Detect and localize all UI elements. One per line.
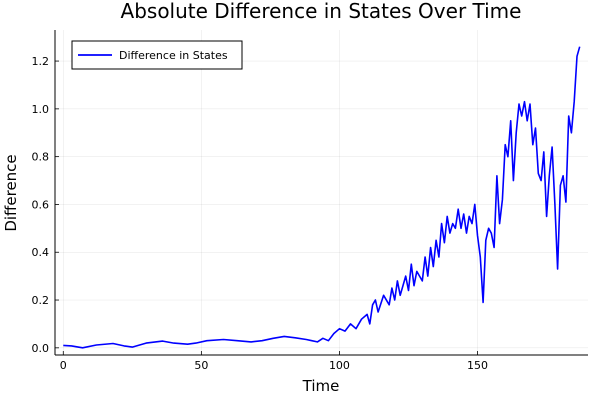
y-tick-label: 0.6: [32, 198, 50, 211]
y-axis-label: Difference: [2, 154, 20, 231]
y-tick-label: 0.0: [32, 342, 50, 355]
y-tick-label: 0.8: [32, 151, 50, 164]
y-tick-label: 1.2: [32, 55, 50, 68]
tick-labels: 0 50 100 150 0.0 0.2 0.4 0.6 0.8 1.0 1.2: [32, 55, 489, 372]
y-tick-label: 0.2: [32, 294, 50, 307]
grid: [55, 30, 588, 355]
y-tick-label: 0.4: [32, 246, 50, 259]
chart-title: Absolute Difference in States Over Time: [121, 0, 522, 23]
series-lines: [63, 46, 581, 349]
x-tick-label: 50: [194, 359, 208, 372]
series-line-difference: [63, 46, 581, 349]
x-tick-label: 100: [329, 359, 350, 372]
legend: Difference in States: [71, 40, 243, 70]
x-tick-label: 150: [467, 359, 488, 372]
legend-label: Difference in States: [119, 49, 228, 62]
x-axis-label: Time: [302, 377, 340, 395]
axes: [54, 30, 588, 356]
x-tick-label: 0: [60, 359, 67, 372]
y-tick-label: 1.0: [32, 103, 50, 116]
